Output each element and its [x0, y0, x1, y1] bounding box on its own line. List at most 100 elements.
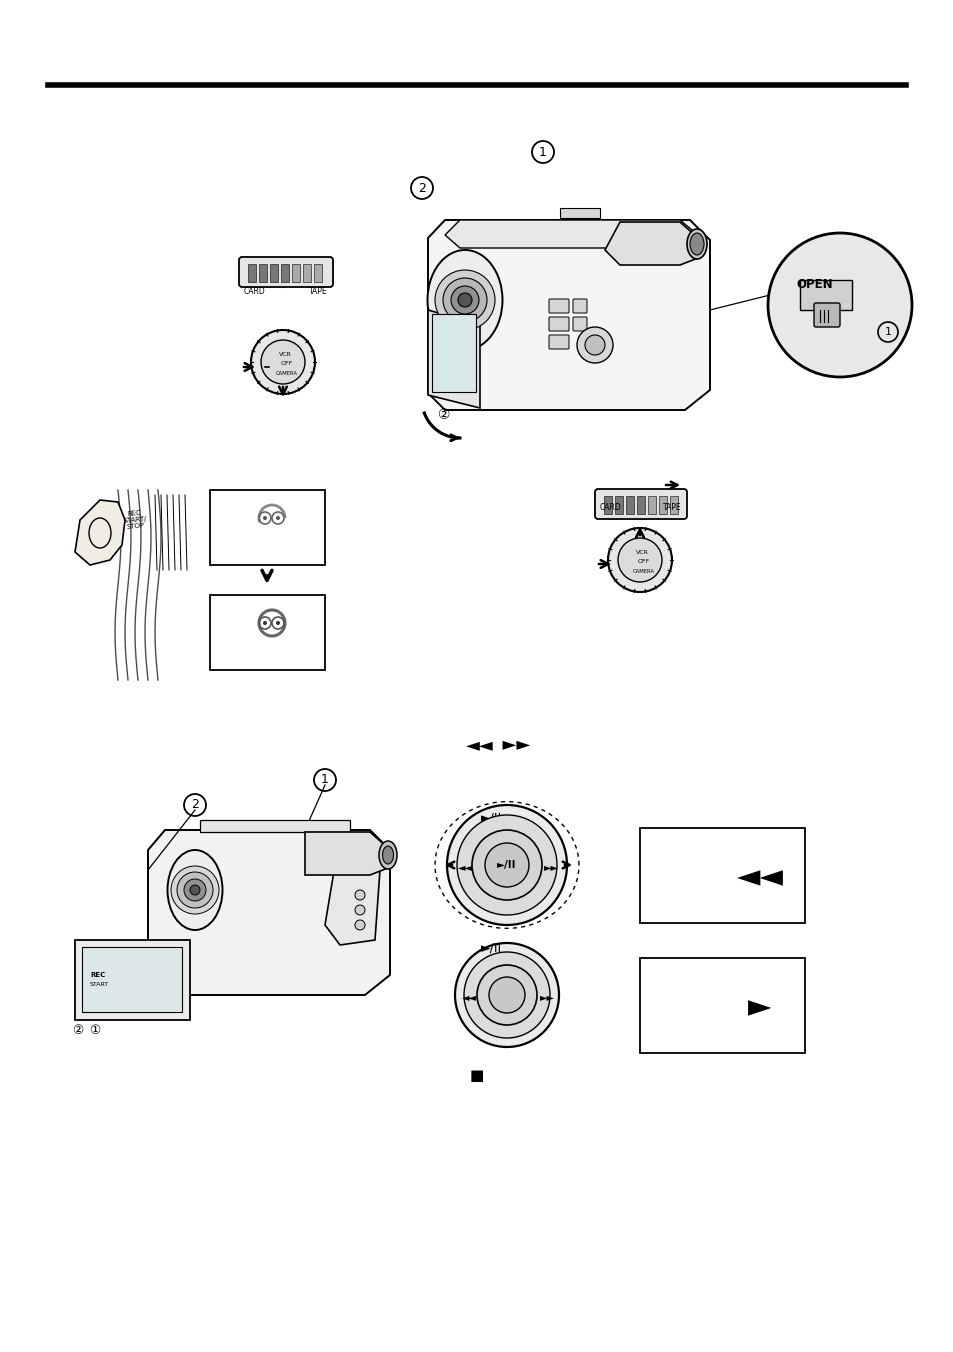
Ellipse shape [378, 841, 396, 869]
FancyBboxPatch shape [548, 299, 568, 314]
Text: ►►: ►► [489, 735, 530, 754]
Circle shape [618, 538, 661, 581]
Bar [210, 595, 325, 671]
Circle shape [355, 890, 365, 900]
FancyBboxPatch shape [548, 316, 568, 331]
Text: CAMERA: CAMERA [633, 569, 655, 575]
Text: VCR: VCR [635, 550, 648, 556]
Text: 1: 1 [321, 773, 329, 787]
Circle shape [456, 815, 557, 915]
Circle shape [607, 529, 671, 592]
Bar [270, 264, 277, 283]
Text: ②: ② [72, 1023, 84, 1037]
Circle shape [451, 287, 478, 314]
Text: 1: 1 [883, 327, 890, 337]
Polygon shape [325, 836, 379, 945]
Text: VCR: VCR [278, 353, 291, 357]
FancyBboxPatch shape [813, 303, 840, 327]
Circle shape [577, 327, 613, 362]
Text: REC
START/
STOP: REC START/ STOP [122, 510, 148, 530]
Bar [800, 280, 851, 310]
Circle shape [275, 516, 280, 521]
Circle shape [263, 621, 267, 625]
Ellipse shape [382, 846, 393, 864]
Bar [625, 496, 634, 514]
Polygon shape [428, 220, 709, 410]
Circle shape [261, 339, 305, 384]
Bar [292, 264, 299, 283]
Text: 2: 2 [191, 799, 199, 811]
Text: START: START [90, 983, 109, 987]
Bar [639, 959, 804, 1053]
Bar [210, 489, 325, 565]
Bar [603, 496, 612, 514]
Text: ◄◄: ◄◄ [457, 863, 472, 872]
Text: TAPE: TAPE [662, 503, 681, 512]
Bar [637, 496, 644, 514]
Polygon shape [444, 220, 698, 247]
Circle shape [489, 977, 524, 1013]
Circle shape [476, 965, 537, 1025]
Text: ■: ■ [469, 1068, 484, 1083]
Bar [281, 264, 289, 283]
Circle shape [355, 904, 365, 915]
Bar [669, 496, 678, 514]
Bar [303, 264, 311, 283]
Circle shape [435, 270, 495, 330]
FancyBboxPatch shape [573, 299, 586, 314]
Polygon shape [148, 830, 390, 995]
Bar [75, 940, 190, 1019]
Circle shape [447, 804, 566, 925]
Text: ►: ► [747, 994, 771, 1022]
Bar [200, 821, 350, 831]
Text: ②: ② [437, 408, 450, 422]
Circle shape [457, 293, 472, 307]
Ellipse shape [686, 228, 706, 260]
Polygon shape [75, 500, 125, 565]
Circle shape [355, 919, 365, 930]
Circle shape [455, 942, 558, 1046]
Polygon shape [604, 222, 698, 265]
Bar [432, 314, 476, 392]
Text: ►/II: ►/II [497, 860, 517, 869]
Text: REC: REC [90, 972, 105, 977]
FancyBboxPatch shape [239, 257, 333, 287]
Ellipse shape [427, 250, 502, 350]
Polygon shape [428, 310, 479, 408]
FancyBboxPatch shape [595, 489, 686, 519]
Text: ►►: ►► [543, 863, 558, 872]
Bar [615, 496, 622, 514]
Circle shape [442, 279, 486, 322]
Circle shape [484, 844, 529, 887]
Polygon shape [305, 831, 388, 875]
Circle shape [584, 335, 604, 356]
Ellipse shape [168, 850, 222, 930]
Text: ◄◄: ◄◄ [461, 992, 476, 1002]
Text: ►/II: ►/II [481, 811, 502, 825]
Bar [258, 264, 267, 283]
Circle shape [275, 621, 280, 625]
Text: OPEN: OPEN [796, 279, 832, 292]
Text: 1: 1 [538, 146, 546, 158]
Text: CAMERA: CAMERA [275, 372, 297, 376]
Bar [82, 946, 182, 1013]
Circle shape [171, 867, 219, 914]
Text: ◄◄: ◄◄ [466, 735, 494, 754]
Circle shape [472, 830, 541, 900]
Text: CARD: CARD [599, 503, 621, 512]
Bar [659, 496, 666, 514]
Circle shape [184, 879, 206, 900]
Text: CARD: CARD [244, 288, 266, 296]
Bar [647, 496, 656, 514]
Ellipse shape [689, 233, 703, 256]
Text: ◄◄: ◄◄ [736, 864, 782, 892]
Text: ①: ① [90, 1023, 100, 1037]
Circle shape [177, 872, 213, 909]
Bar [639, 827, 804, 923]
Bar [314, 264, 322, 283]
Circle shape [190, 886, 200, 895]
Text: 2: 2 [417, 181, 425, 195]
Text: OFF: OFF [638, 560, 649, 565]
Circle shape [767, 233, 911, 377]
Bar [559, 208, 599, 218]
